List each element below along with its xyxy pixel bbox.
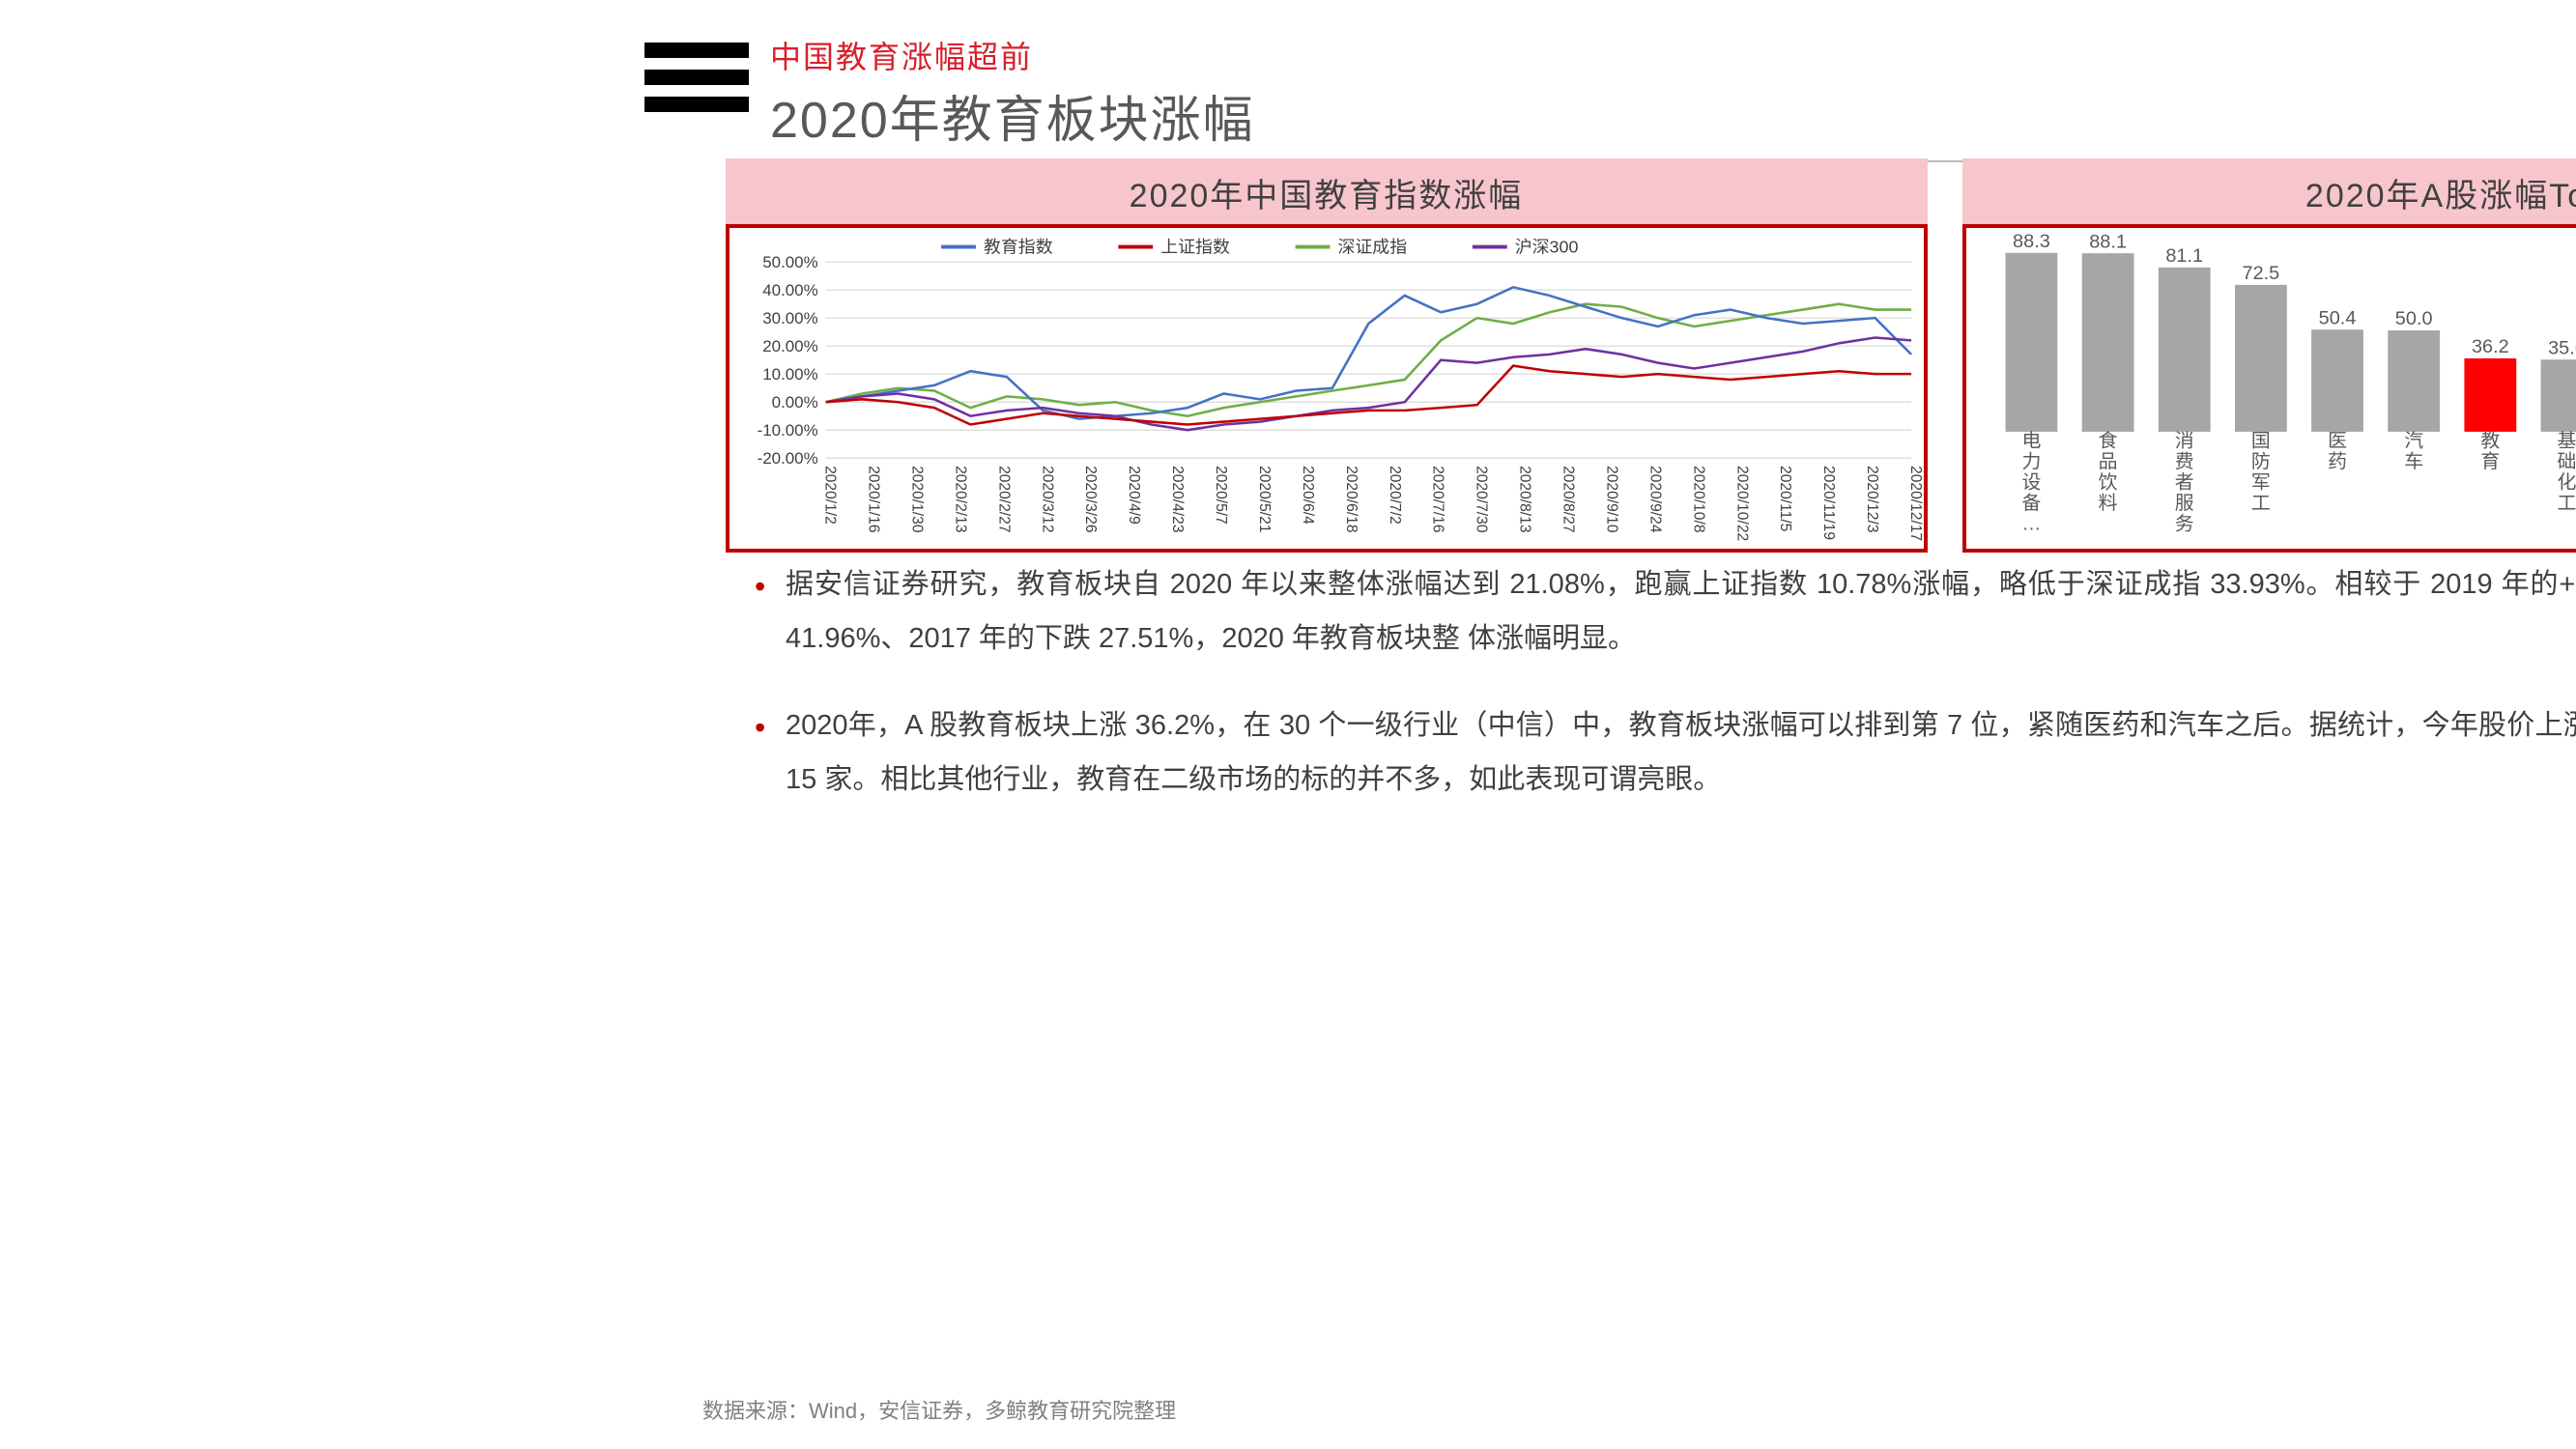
header: 中国教育涨幅超前 2020年教育板块涨幅 [770,31,2576,162]
svg-text:0.00%: 0.00% [771,393,817,412]
slide: 中国教育涨幅超前 2020年教育板块涨幅 2020年中国教育指数涨幅 -20.0… [644,0,2576,1449]
bar-chart-title: 2020年A股涨幅Top15板块（%） [1961,158,2576,224]
svg-text:-20.00%: -20.00% [757,449,817,468]
svg-text:20.00%: 20.00% [762,337,817,355]
svg-text:2020/6/18: 2020/6/18 [1342,466,1359,533]
svg-text:国防军工: 国防军工 [2249,431,2269,514]
svg-text:汽车: 汽车 [2403,431,2422,472]
bullet-list: 据安信证券研究，教育板块自 2020 年以来整体涨幅达到 21.08%，跑赢上证… [751,560,2576,842]
svg-text:81.1: 81.1 [2164,245,2202,267]
svg-text:2020/5/21: 2020/5/21 [1255,466,1272,532]
svg-text:30.00%: 30.00% [762,309,817,327]
svg-text:基础化工: 基础化工 [2556,431,2575,514]
charts-row: 2020年中国教育指数涨幅 -20.00% -10.00% 0.00% 10.00% 2… [726,158,2576,553]
svg-text:2020/2/27: 2020/2/27 [995,466,1012,532]
svg-text:2020/10/22: 2020/10/22 [1733,466,1750,541]
svg-text:食品饮料: 食品饮料 [2097,431,2116,514]
svg-text:2020/7/16: 2020/7/16 [1429,466,1445,533]
svg-text:2020/12/3: 2020/12/3 [1864,466,1880,533]
line-chart-svg: -20.00% -10.00% 0.00% 10.00% 20.00% 30.00% 40.… [730,228,1923,549]
svg-text:35.6: 35.6 [2547,338,2576,359]
line-chart-panel: 2020年中国教育指数涨幅 -20.00% -10.00% 0.00% 10.00% 2… [726,158,1927,553]
line-chart-title: 2020年中国教育指数涨幅 [726,158,1927,224]
svg-text:上证指数: 上证指数 [1160,238,1230,257]
svg-text:深证成指: 深证成指 [1337,238,1407,257]
svg-text:2020/8/27: 2020/8/27 [1560,466,1576,532]
bar-chart-svg: 88.3 电力设备… 88.1 食品饮料 81.1 消费者服务 72.5 国防军工 50.4 医药… [1965,228,2576,549]
svg-text:2020/8/13: 2020/8/13 [1516,466,1532,533]
bar-chart-panel: 2020年A股涨幅Top15板块（%） 88.3 电力设备… 88.1 食品饮料 81.… [1961,158,2576,553]
slide-title: 2020年教育板块涨幅 [770,81,2576,153]
bullet-item: 据安信证券研究，教育板块自 2020 年以来整体涨幅达到 21.08%，跑赢上证… [751,560,2576,667]
svg-text:2020/4/9: 2020/4/9 [1126,466,1142,525]
svg-text:2020/3/12: 2020/3/12 [1039,466,1055,532]
bullet-item: 2020年，A 股教育板块上涨 36.2%，在 30 个一级行业（中信）中，教育… [751,701,2576,808]
slide-subtitle: 中国教育涨幅超前 [770,31,2576,77]
logo-bars-icon [644,43,749,124]
svg-text:50.00%: 50.00% [762,253,817,271]
line-chart-frame: -20.00% -10.00% 0.00% 10.00% 20.00% 30.00% 40.… [726,224,1927,553]
svg-text:教育指数: 教育指数 [983,238,1052,257]
svg-text:2020/2/13: 2020/2/13 [952,466,968,533]
svg-text:72.5: 72.5 [2241,263,2278,284]
svg-text:2020/10/8: 2020/10/8 [1690,466,1706,533]
svg-text:2020/11/5: 2020/11/5 [1777,466,1793,532]
svg-text:2020/7/30: 2020/7/30 [1473,466,1489,533]
svg-text:教育: 教育 [2479,431,2499,472]
svg-text:2020/6/4: 2020/6/4 [1299,466,1315,525]
svg-text:50.4: 50.4 [2317,308,2355,329]
svg-text:2020/7/2: 2020/7/2 [1386,466,1402,525]
svg-text:-10.00%: -10.00% [757,421,817,440]
svg-text:2020/9/10: 2020/9/10 [1603,466,1619,533]
svg-text:40.00%: 40.00% [762,281,817,299]
svg-text:10.00%: 10.00% [762,365,817,384]
footer-source: 数据来源：Wind，安信证券，多鲸教育研究院整理 [702,1395,1176,1426]
bar-chart-frame: 88.3 电力设备… 88.1 食品饮料 81.1 消费者服务 72.5 国防军工 50.4 医药… [1961,224,2576,553]
svg-text:2020/9/24: 2020/9/24 [1646,466,1663,533]
svg-text:2020/1/16: 2020/1/16 [865,466,881,533]
svg-text:88.1: 88.1 [2088,231,2126,252]
svg-text:消费者服务: 消费者服务 [2173,431,2192,535]
svg-text:2020/12/17: 2020/12/17 [1907,466,1923,541]
svg-text:医药: 医药 [2327,431,2346,472]
svg-text:2020/1/30: 2020/1/30 [908,466,925,533]
svg-text:36.2: 36.2 [2470,336,2507,357]
svg-text:沪深300: 沪深300 [1514,238,1578,257]
svg-text:2020/4/23: 2020/4/23 [1169,466,1186,533]
svg-text:2020/5/7: 2020/5/7 [1213,466,1229,525]
svg-text:50.0: 50.0 [2393,308,2431,329]
svg-text:2020/1/2: 2020/1/2 [821,466,838,525]
svg-text:2020/11/19: 2020/11/19 [1820,466,1837,540]
svg-text:88.3: 88.3 [2012,231,2049,252]
svg-text:2020/3/26: 2020/3/26 [1082,466,1099,533]
svg-text:电力设备…: 电力设备… [2020,431,2040,535]
